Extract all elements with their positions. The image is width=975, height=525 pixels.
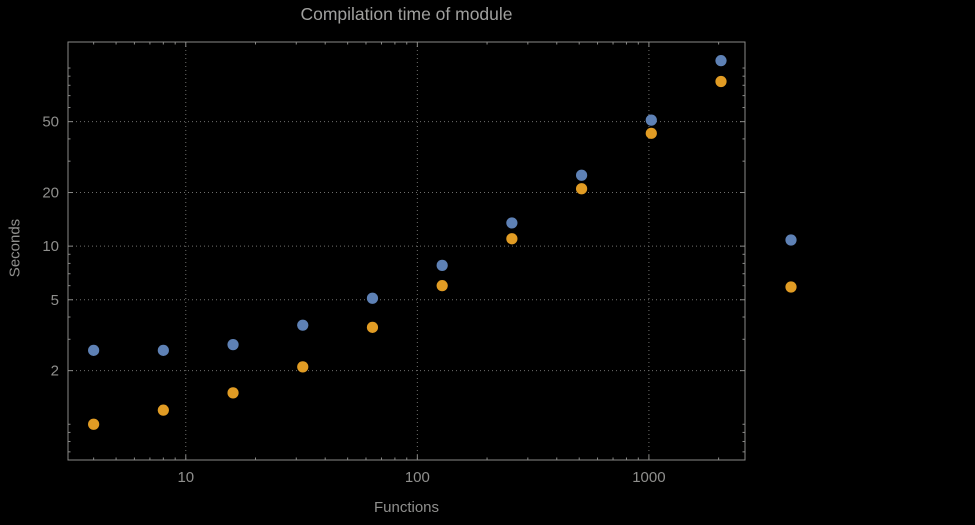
data-point-blue xyxy=(506,217,518,229)
y-axis-label: Seconds xyxy=(6,218,24,278)
y-tick-label: 20 xyxy=(42,185,59,202)
data-point-orange xyxy=(366,321,379,333)
data-point-blue xyxy=(366,292,379,304)
plot-frame xyxy=(67,41,746,461)
y-tick-label: 5 xyxy=(51,292,59,309)
data-point-orange xyxy=(227,387,239,399)
data-point-blue xyxy=(297,319,309,331)
legend-marker xyxy=(785,281,797,293)
chart-title: Compilation time of module xyxy=(300,4,513,24)
data-point-orange xyxy=(506,233,518,245)
y-tick-label: 10 xyxy=(42,238,59,255)
data-point-blue xyxy=(436,259,448,271)
data-point-orange xyxy=(157,404,169,416)
legend-marker xyxy=(785,234,797,246)
data-point-orange xyxy=(88,418,100,430)
x-tick-label: 100 xyxy=(405,469,430,486)
data-point-blue xyxy=(227,339,239,351)
x-tick-label: 1000 xyxy=(632,469,665,486)
data-point-blue xyxy=(88,344,100,356)
x-axis-label: Functions xyxy=(373,499,440,516)
y-tick-label: 2 xyxy=(51,363,59,380)
data-point-orange xyxy=(645,127,657,139)
data-point-blue xyxy=(645,114,657,126)
data-point-orange xyxy=(297,361,309,373)
data-point-blue xyxy=(575,169,588,181)
data-point-orange xyxy=(575,183,588,195)
data-point-orange xyxy=(715,75,727,88)
data-point-blue xyxy=(715,55,727,67)
data-point-orange xyxy=(436,280,448,292)
y-tick-label: 50 xyxy=(42,114,59,131)
data-point-blue xyxy=(157,344,169,356)
x-tick-label: 10 xyxy=(177,469,194,486)
